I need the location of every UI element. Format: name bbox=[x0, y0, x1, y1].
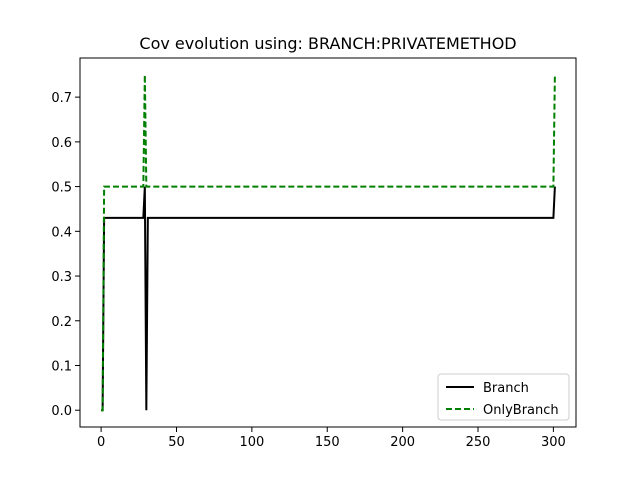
x-tick-label: 200 bbox=[390, 435, 415, 450]
x-tick-label: 0 bbox=[97, 435, 105, 450]
y-tick-label: 0.0 bbox=[51, 404, 72, 419]
x-tick-label: 100 bbox=[239, 435, 264, 450]
y-tick-label: 0.6 bbox=[51, 136, 72, 151]
legend-label-onlybranch: OnlyBranch bbox=[483, 403, 559, 418]
plot-area bbox=[101, 74, 556, 412]
y-tick-label: 0.5 bbox=[51, 181, 72, 196]
y-tick-label: 0.3 bbox=[51, 270, 72, 285]
x-tick-label: 250 bbox=[466, 435, 491, 450]
legend: Branch OnlyBranch bbox=[437, 373, 570, 421]
y-tick-label: 0.2 bbox=[51, 315, 72, 330]
y-tick-label: 0.1 bbox=[51, 360, 72, 375]
axes: 0 50 100 150 200 250 300 0.0 0.1 0.2 0.3 0.4 0.5 0.6 0… bbox=[51, 57, 577, 450]
axes-frame bbox=[79, 57, 577, 428]
series-line-onlybranch bbox=[101, 74, 556, 412]
y-tick-label: 0.4 bbox=[51, 225, 72, 240]
y-tick-label: 0.7 bbox=[51, 91, 72, 106]
x-tick-label: 300 bbox=[541, 435, 566, 450]
x-tick-label: 50 bbox=[168, 435, 185, 450]
chart-title: Cov evolution using: BRANCH:PRIVATEMETHO… bbox=[139, 34, 516, 53]
legend-box bbox=[437, 373, 570, 421]
legend-label-branch: Branch bbox=[483, 381, 529, 396]
x-tick-label: 150 bbox=[315, 435, 340, 450]
